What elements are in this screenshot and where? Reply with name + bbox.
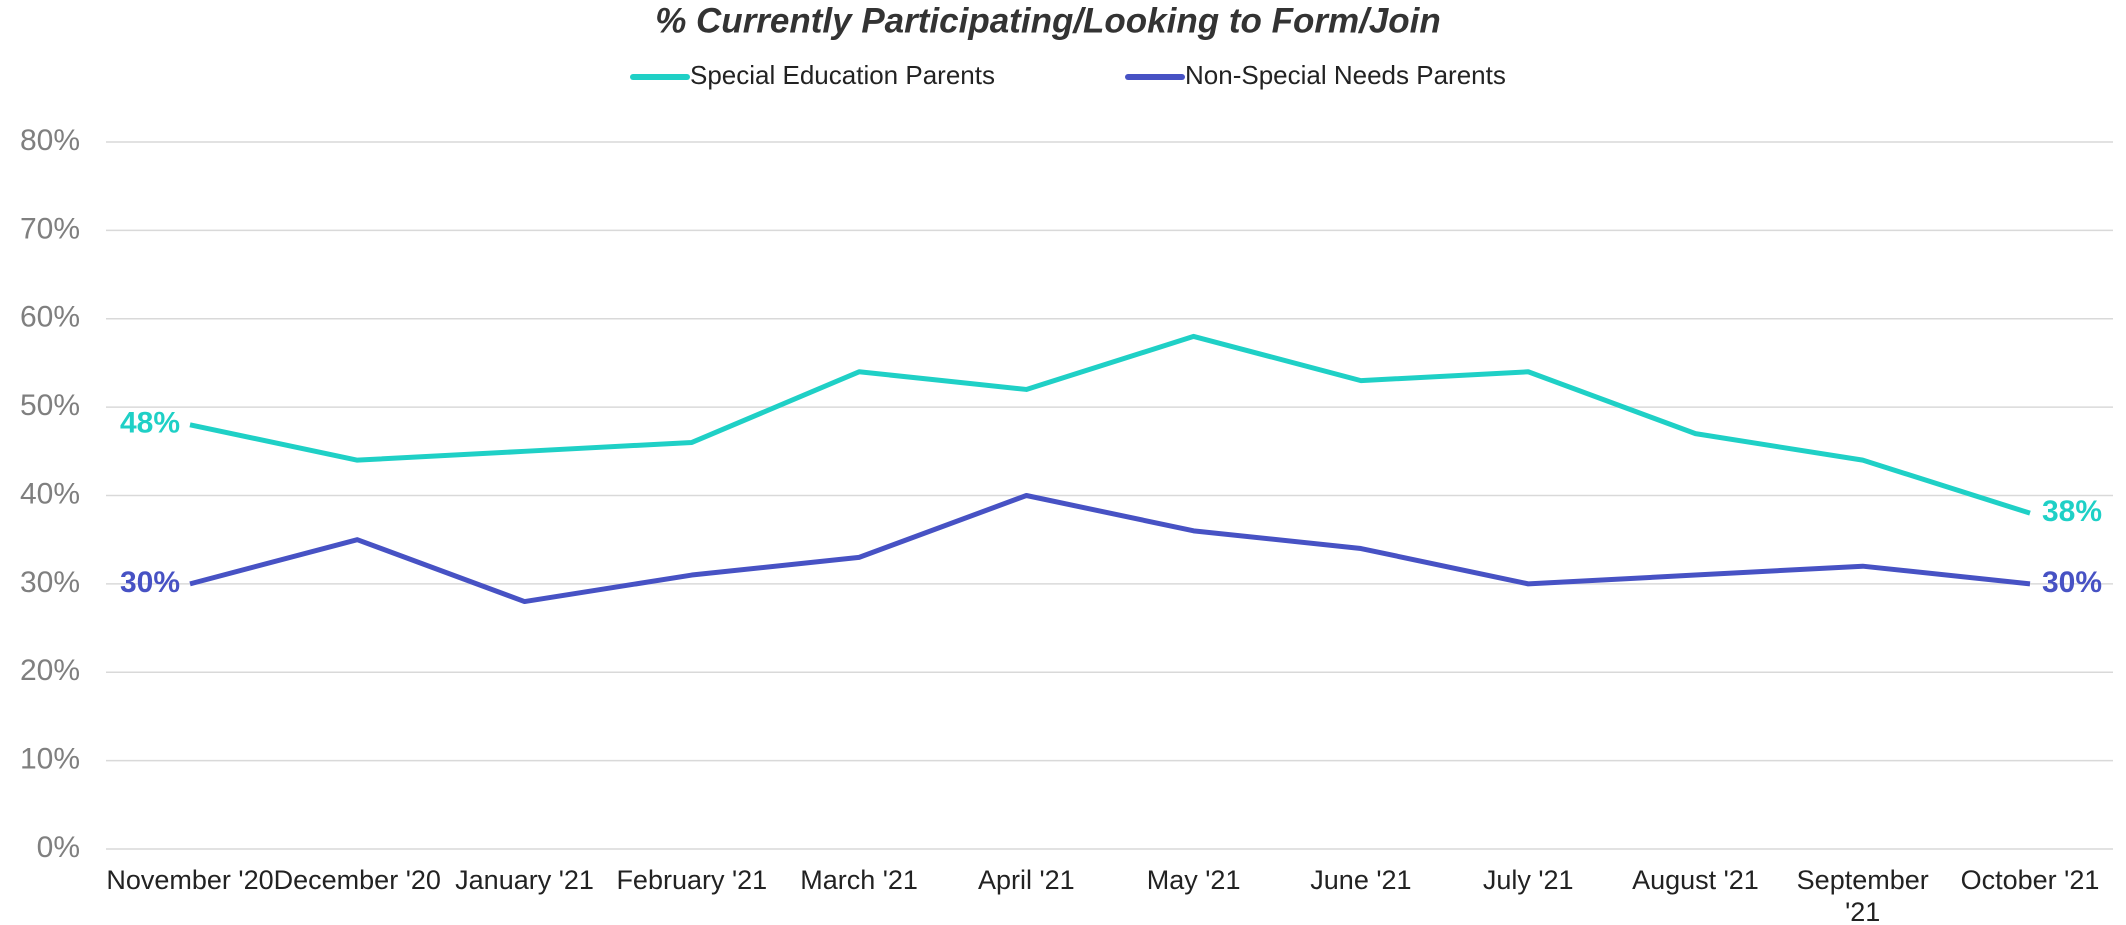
y-tick-label: 10% [20, 743, 80, 776]
x-tick-label: May '21 [1146, 865, 1241, 895]
series-line [189, 493, 2031, 605]
y-tick-label: 60% [20, 301, 80, 334]
y-tick-label: 50% [20, 389, 80, 422]
data-label: 48% [120, 407, 180, 440]
x-tick-label: November '20 [106, 865, 274, 895]
x-tick-label: January '21 [455, 865, 594, 895]
x-tick-label: August '21 [1632, 865, 1759, 895]
y-tick-label: 40% [20, 477, 80, 510]
legend-label: Special Education Parents [690, 60, 995, 90]
series-line [189, 333, 2031, 516]
x-tick-label: April '21 [978, 865, 1075, 895]
x-tick-label: September '21 [1796, 865, 1929, 925]
data-label: 38% [2042, 495, 2102, 528]
x-tick-label: July '21 [1482, 865, 1574, 895]
y-tick-label: 20% [20, 654, 80, 687]
x-tick-label: March '21 [800, 865, 918, 895]
x-tick-label: December '20 [273, 865, 441, 895]
y-tick-label: 30% [20, 566, 80, 599]
chart-title: % Currently Participating/Looking to For… [655, 1, 1441, 40]
data-label: 30% [120, 566, 180, 599]
x-tick-label: February '21 [616, 865, 768, 895]
x-tick-label: June '21 [1310, 865, 1412, 895]
data-label: 30% [2042, 566, 2102, 599]
legend-label: Non-Special Needs Parents [1185, 60, 1506, 90]
x-tick-label: October '21 [1960, 865, 2100, 895]
y-tick-label: 80% [20, 124, 80, 157]
y-tick-label: 70% [20, 212, 80, 245]
y-tick-label: 0% [37, 831, 80, 864]
